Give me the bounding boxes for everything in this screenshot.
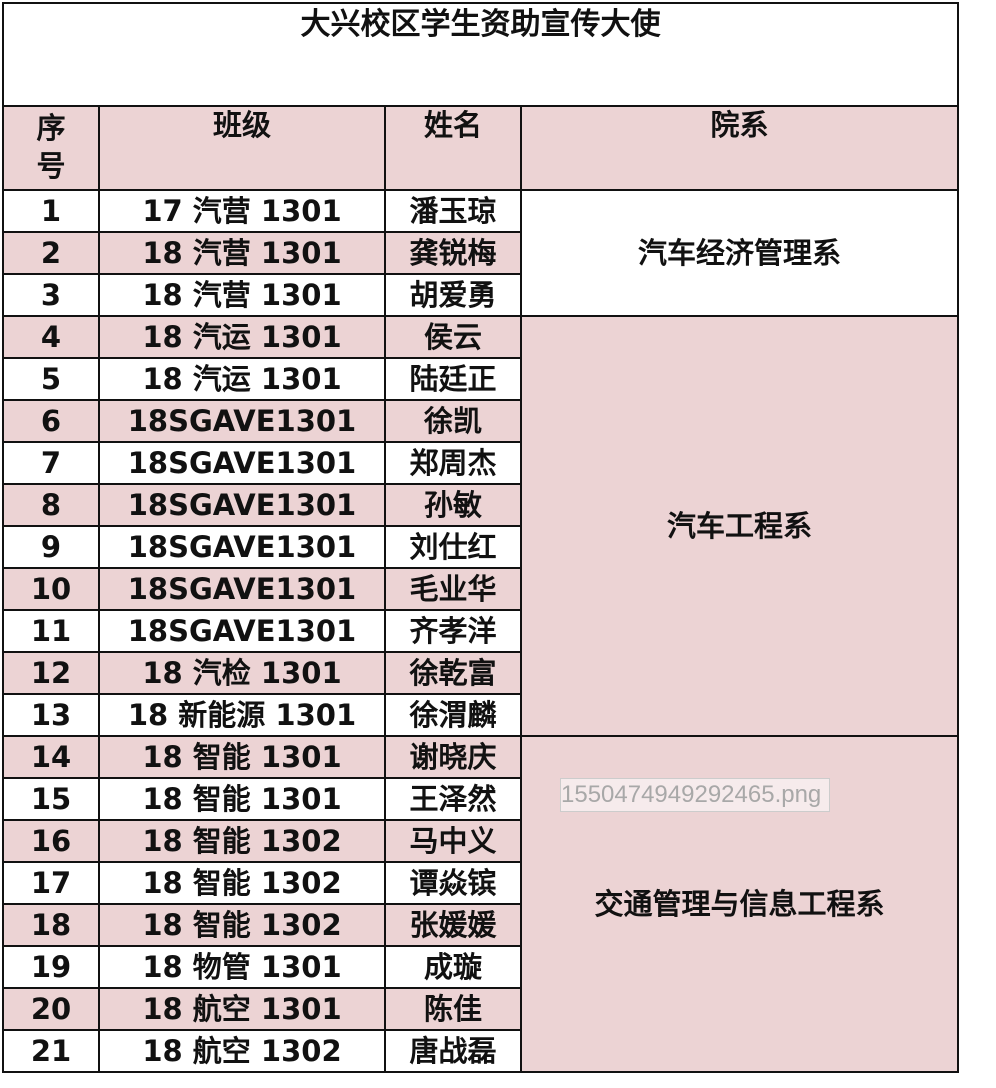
cell-seq: 5 xyxy=(2,357,100,401)
cell-class: 18 汽营 1301 xyxy=(98,273,386,317)
cell-seq: 3 xyxy=(2,273,100,317)
table-row: 5 18 汽运 1301 陆廷正 xyxy=(2,357,958,401)
cell-name: 陆廷正 xyxy=(384,357,522,401)
cell-seq: 6 xyxy=(2,399,100,443)
cell-class: 18SGAVE1301 xyxy=(98,483,386,527)
cell-class: 18 汽检 1301 xyxy=(98,651,386,695)
cell-name: 毛业华 xyxy=(384,567,522,611)
table-row: 11 18SGAVE1301 齐孝洋 xyxy=(2,609,958,653)
table-row: 16 18 智能 1302 马中义 xyxy=(2,819,958,863)
cell-name: 齐孝洋 xyxy=(384,609,522,653)
header-seq: 序号 xyxy=(2,105,100,191)
cell-seq: 12 xyxy=(2,651,100,695)
table-row: 12 18 汽检 1301 徐乾富 xyxy=(2,651,958,695)
cell-seq: 13 xyxy=(2,693,100,737)
cell-class: 18 物管 1301 xyxy=(98,945,386,989)
cell-seq: 16 xyxy=(2,819,100,863)
cell-seq: 20 xyxy=(2,987,100,1031)
cell-name: 潘玉琼 xyxy=(384,189,522,233)
header-dept: 院系 xyxy=(520,105,959,191)
cell-seq: 2 xyxy=(2,231,100,275)
cell-class: 18 汽运 1301 xyxy=(98,315,386,359)
cell-class: 18SGAVE1301 xyxy=(98,609,386,653)
table-row: 2 18 汽营 1301 龚锐梅 xyxy=(2,231,958,275)
cell-name: 胡爱勇 xyxy=(384,273,522,317)
cell-name: 陈佳 xyxy=(384,987,522,1031)
table-row: 18 18 智能 1302 张媛媛 xyxy=(2,903,958,947)
cell-department: 汽车工程系 xyxy=(520,315,959,737)
cell-name: 徐乾富 xyxy=(384,651,522,695)
table-row: 14 18 智能 1301 谢晓庆 交通管理与信息工程系 xyxy=(2,735,959,1073)
cell-seq: 4 xyxy=(2,315,100,359)
table-row: 17 18 智能 1302 谭焱镔 xyxy=(2,861,958,905)
table-title: 大兴校区学生资助宣传大使 xyxy=(2,2,959,107)
header-row: 序号 班级 姓名 院系 xyxy=(2,105,959,191)
filename-watermark: 1550474949292465.png xyxy=(560,778,830,812)
cell-seq: 1 xyxy=(2,189,100,233)
cell-name: 孙敏 xyxy=(384,483,522,527)
header-class: 班级 xyxy=(98,105,386,191)
cell-name: 谢晓庆 xyxy=(384,735,522,779)
table-row: 15 18 智能 1301 王泽然 xyxy=(2,777,958,821)
cell-class: 18 汽营 1301 xyxy=(98,231,386,275)
cell-name: 张媛媛 xyxy=(384,903,522,947)
cell-class: 18 航空 1302 xyxy=(98,1029,386,1073)
cell-class: 17 汽营 1301 xyxy=(98,189,386,233)
cell-class: 18SGAVE1301 xyxy=(98,399,386,443)
table-row: 3 18 汽营 1301 胡爱勇 xyxy=(2,273,958,317)
cell-seq: 21 xyxy=(2,1029,100,1073)
cell-class: 18 智能 1302 xyxy=(98,861,386,905)
cell-name: 谭焱镔 xyxy=(384,861,522,905)
cell-class: 18SGAVE1301 xyxy=(98,525,386,569)
header-name: 姓名 xyxy=(384,105,522,191)
table-row: 6 18SGAVE1301 徐凯 xyxy=(2,399,958,443)
cell-class: 18 智能 1302 xyxy=(98,903,386,947)
cell-seq: 11 xyxy=(2,609,100,653)
cell-class: 18SGAVE1301 xyxy=(98,441,386,485)
cell-name: 成璇 xyxy=(384,945,522,989)
cell-class: 18 智能 1301 xyxy=(98,735,386,779)
cell-name: 侯云 xyxy=(384,315,522,359)
table-row: 1 17 汽营 1301 潘玉琼 汽车经济管理系 xyxy=(2,189,959,317)
table-row: 19 18 物管 1301 成璇 xyxy=(2,945,958,989)
table-row: 9 18SGAVE1301 刘仕红 xyxy=(2,525,958,569)
cell-name: 王泽然 xyxy=(384,777,522,821)
cell-seq: 9 xyxy=(2,525,100,569)
cell-seq: 19 xyxy=(2,945,100,989)
cell-name: 唐战磊 xyxy=(384,1029,522,1073)
cell-name: 刘仕红 xyxy=(384,525,522,569)
cell-class: 18 智能 1302 xyxy=(98,819,386,863)
cell-name: 徐渭麟 xyxy=(384,693,522,737)
cell-name: 龚锐梅 xyxy=(384,231,522,275)
cell-seq: 14 xyxy=(2,735,100,779)
cell-department: 汽车经济管理系 xyxy=(520,189,959,317)
table-row: 20 18 航空 1301 陈佳 xyxy=(2,987,958,1031)
cell-seq: 7 xyxy=(2,441,100,485)
cell-class: 18 智能 1301 xyxy=(98,777,386,821)
cell-seq: 17 xyxy=(2,861,100,905)
cell-name: 马中义 xyxy=(384,819,522,863)
table-row: 13 18 新能源 1301 徐渭麟 xyxy=(2,693,958,737)
table-row: 10 18SGAVE1301 毛业华 xyxy=(2,567,958,611)
cell-class: 18 汽运 1301 xyxy=(98,357,386,401)
table-row: 7 18SGAVE1301 郑周杰 xyxy=(2,441,958,485)
header-seq-line1: 序 xyxy=(36,111,66,145)
table-row: 4 18 汽运 1301 侯云 汽车工程系 xyxy=(2,315,959,737)
cell-seq: 8 xyxy=(2,483,100,527)
cell-name: 郑周杰 xyxy=(384,441,522,485)
table-row: 21 18 航空 1302 唐战磊 xyxy=(2,1029,958,1073)
cell-seq: 10 xyxy=(2,567,100,611)
header-seq-line2: 号 xyxy=(36,149,66,183)
cell-class: 18 航空 1301 xyxy=(98,987,386,1031)
cell-seq: 15 xyxy=(2,777,100,821)
table-row: 8 18SGAVE1301 孙敏 xyxy=(2,483,958,527)
cell-name: 徐凯 xyxy=(384,399,522,443)
ambassador-table: 大兴校区学生资助宣传大使 序号 班级 姓名 院系 1 17 汽营 1301 潘玉琼汽… xyxy=(2,2,959,1073)
cell-class: 18SGAVE1301 xyxy=(98,567,386,611)
cell-seq: 18 xyxy=(2,903,100,947)
cell-class: 18 新能源 1301 xyxy=(98,693,386,737)
